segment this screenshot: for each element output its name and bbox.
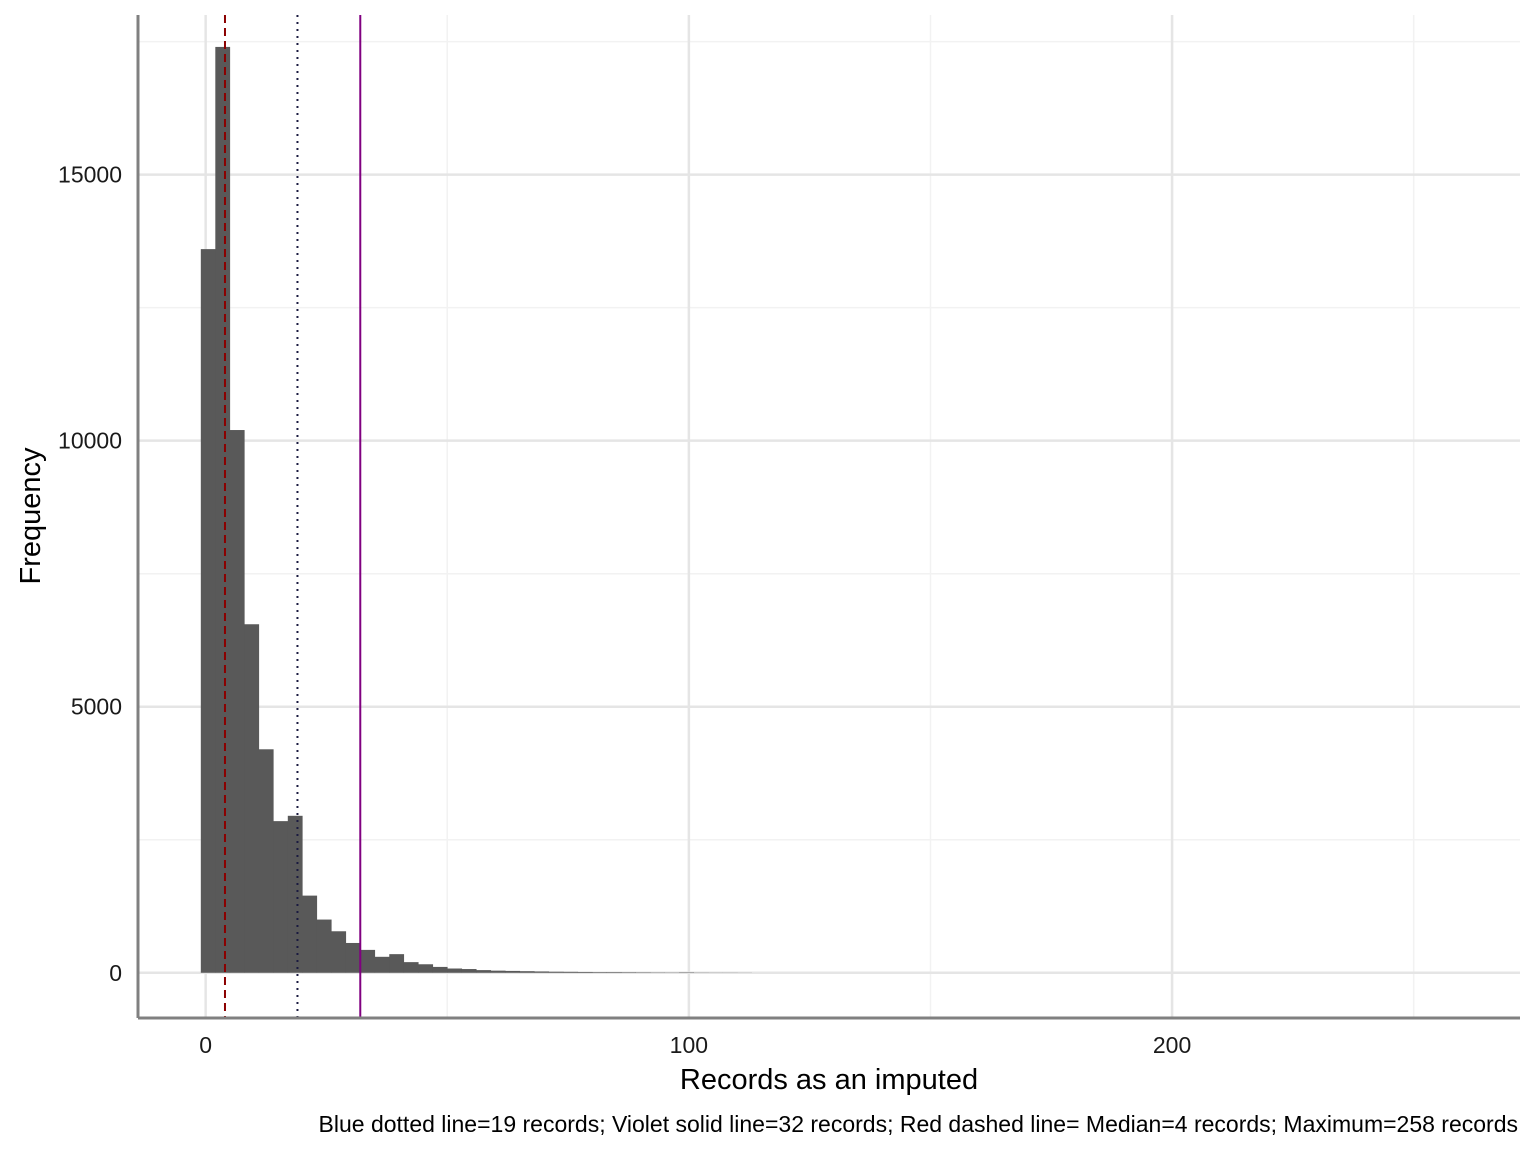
histogram-bar bbox=[360, 950, 375, 973]
histogram-bar bbox=[259, 749, 274, 972]
histogram-bar bbox=[404, 962, 419, 973]
chart-caption: Blue dotted line=19 records; Violet soli… bbox=[319, 1111, 1518, 1137]
x-tick-label: 100 bbox=[670, 1032, 708, 1058]
histogram-bar bbox=[491, 971, 506, 973]
histogram-bar bbox=[201, 249, 216, 973]
histogram-bar bbox=[520, 971, 535, 973]
y-axis-label: Frequency bbox=[15, 447, 47, 585]
histogram-bar bbox=[447, 969, 462, 973]
histogram-bar bbox=[273, 821, 288, 973]
histogram-bars bbox=[201, 47, 752, 973]
histogram-bar bbox=[578, 972, 593, 973]
histogram-bar bbox=[389, 954, 404, 973]
histogram-bar bbox=[317, 920, 332, 973]
histogram-bar bbox=[331, 931, 346, 973]
histogram-bar bbox=[476, 970, 491, 973]
histogram-bar bbox=[505, 971, 520, 973]
x-tick-label: 200 bbox=[1153, 1032, 1191, 1058]
histogram-bar bbox=[302, 896, 317, 973]
histogram-bar bbox=[375, 957, 390, 973]
histogram-bar bbox=[418, 964, 433, 973]
y-tick-label: 0 bbox=[109, 960, 122, 986]
histogram-bar bbox=[244, 624, 259, 973]
y-tick-label: 5000 bbox=[71, 694, 122, 720]
minor-gridlines bbox=[138, 15, 1520, 1018]
histogram-bar bbox=[433, 967, 448, 973]
histogram-bar bbox=[230, 430, 245, 973]
histogram-bar bbox=[563, 972, 578, 973]
histogram-bar bbox=[592, 972, 607, 973]
histogram-bar bbox=[288, 816, 303, 973]
histogram-bar bbox=[462, 969, 477, 973]
major-gridlines bbox=[138, 15, 1520, 1018]
histogram-bar bbox=[621, 972, 636, 973]
histogram-bar bbox=[607, 972, 622, 973]
x-axis-label: Records as an imputed bbox=[680, 1064, 978, 1096]
y-tick-label: 15000 bbox=[58, 162, 122, 188]
histogram-bar bbox=[346, 943, 361, 973]
y-tick-label: 10000 bbox=[58, 428, 122, 454]
axes bbox=[138, 15, 1520, 1018]
histogram-bar bbox=[215, 47, 230, 973]
x-tick-label: 0 bbox=[199, 1032, 212, 1058]
histogram-bar bbox=[549, 972, 564, 973]
histogram-bar bbox=[534, 971, 549, 972]
